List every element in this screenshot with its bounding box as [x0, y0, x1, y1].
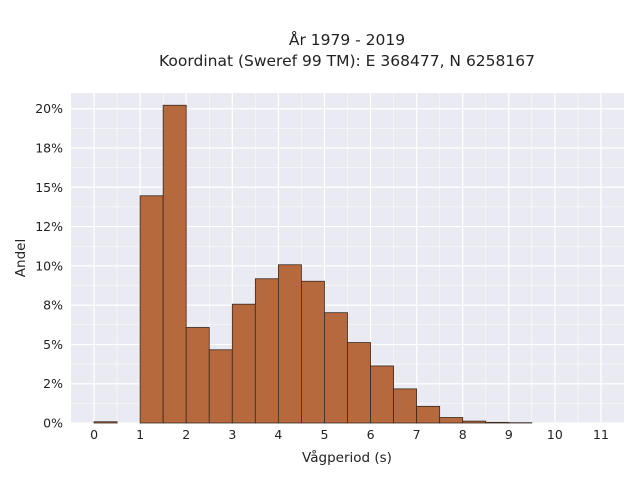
x-axis-label: Vågperiod (s) — [302, 449, 392, 466]
x-tick-label: 3 — [228, 427, 236, 442]
y-tick-label: 0% — [43, 416, 63, 431]
x-tick-labels: 0 1 2 3 4 5 6 7 8 9 10 11 — [90, 427, 609, 442]
x-tick-label: 6 — [367, 427, 375, 442]
histogram-bar — [485, 421, 510, 424]
histogram-bar — [208, 349, 233, 424]
chart-title-line1: År 1979 - 2019 — [289, 30, 405, 49]
histogram-bar — [231, 303, 256, 424]
x-tick-label: 5 — [320, 427, 328, 442]
x-tick-label: 2 — [182, 427, 190, 442]
y-tick-label: 2% — [43, 376, 63, 391]
x-tick-label: 0 — [90, 427, 98, 442]
histogram-bar — [370, 365, 394, 424]
histogram-bar — [347, 342, 371, 424]
y-tick-label: 18% — [35, 141, 63, 156]
histogram-bar — [393, 388, 418, 424]
histogram-bar — [439, 417, 464, 424]
histogram-bar — [462, 420, 487, 424]
y-tick-label: 15% — [35, 180, 63, 195]
y-tick-label: 8% — [43, 298, 63, 313]
histogram-bar — [301, 280, 325, 424]
x-tick-label: 11 — [593, 427, 609, 442]
histogram-bar — [139, 195, 164, 424]
y-tick-label: 10% — [35, 258, 63, 273]
y-tick-label: 20% — [35, 101, 63, 116]
histogram-bar — [277, 264, 302, 424]
chart-title-line2: Koordinat (Sweref 99 TM): E 368477, N 62… — [159, 52, 535, 70]
histogram-bar — [254, 278, 279, 424]
histogram-bar — [324, 312, 348, 424]
histogram-bar — [416, 405, 441, 424]
x-tick-label: 1 — [136, 427, 144, 442]
bars — [93, 104, 533, 424]
histogram-bar — [185, 327, 210, 424]
y-axis-label: Andel — [13, 239, 29, 277]
x-tick-label: 10 — [547, 427, 563, 442]
x-tick-label: 4 — [274, 427, 282, 442]
y-tick-labels: 0% 2% 5% 8% 10% 12% 15% 18% 20% — [35, 101, 63, 430]
x-tick-label: 9 — [505, 427, 513, 442]
x-tick-label: 8 — [459, 427, 467, 442]
histogram-bar — [93, 421, 118, 424]
y-tick-label: 5% — [43, 337, 63, 352]
x-tick-label: 7 — [413, 427, 421, 442]
histogram-bar — [162, 104, 187, 424]
y-tick-label: 12% — [35, 219, 63, 234]
